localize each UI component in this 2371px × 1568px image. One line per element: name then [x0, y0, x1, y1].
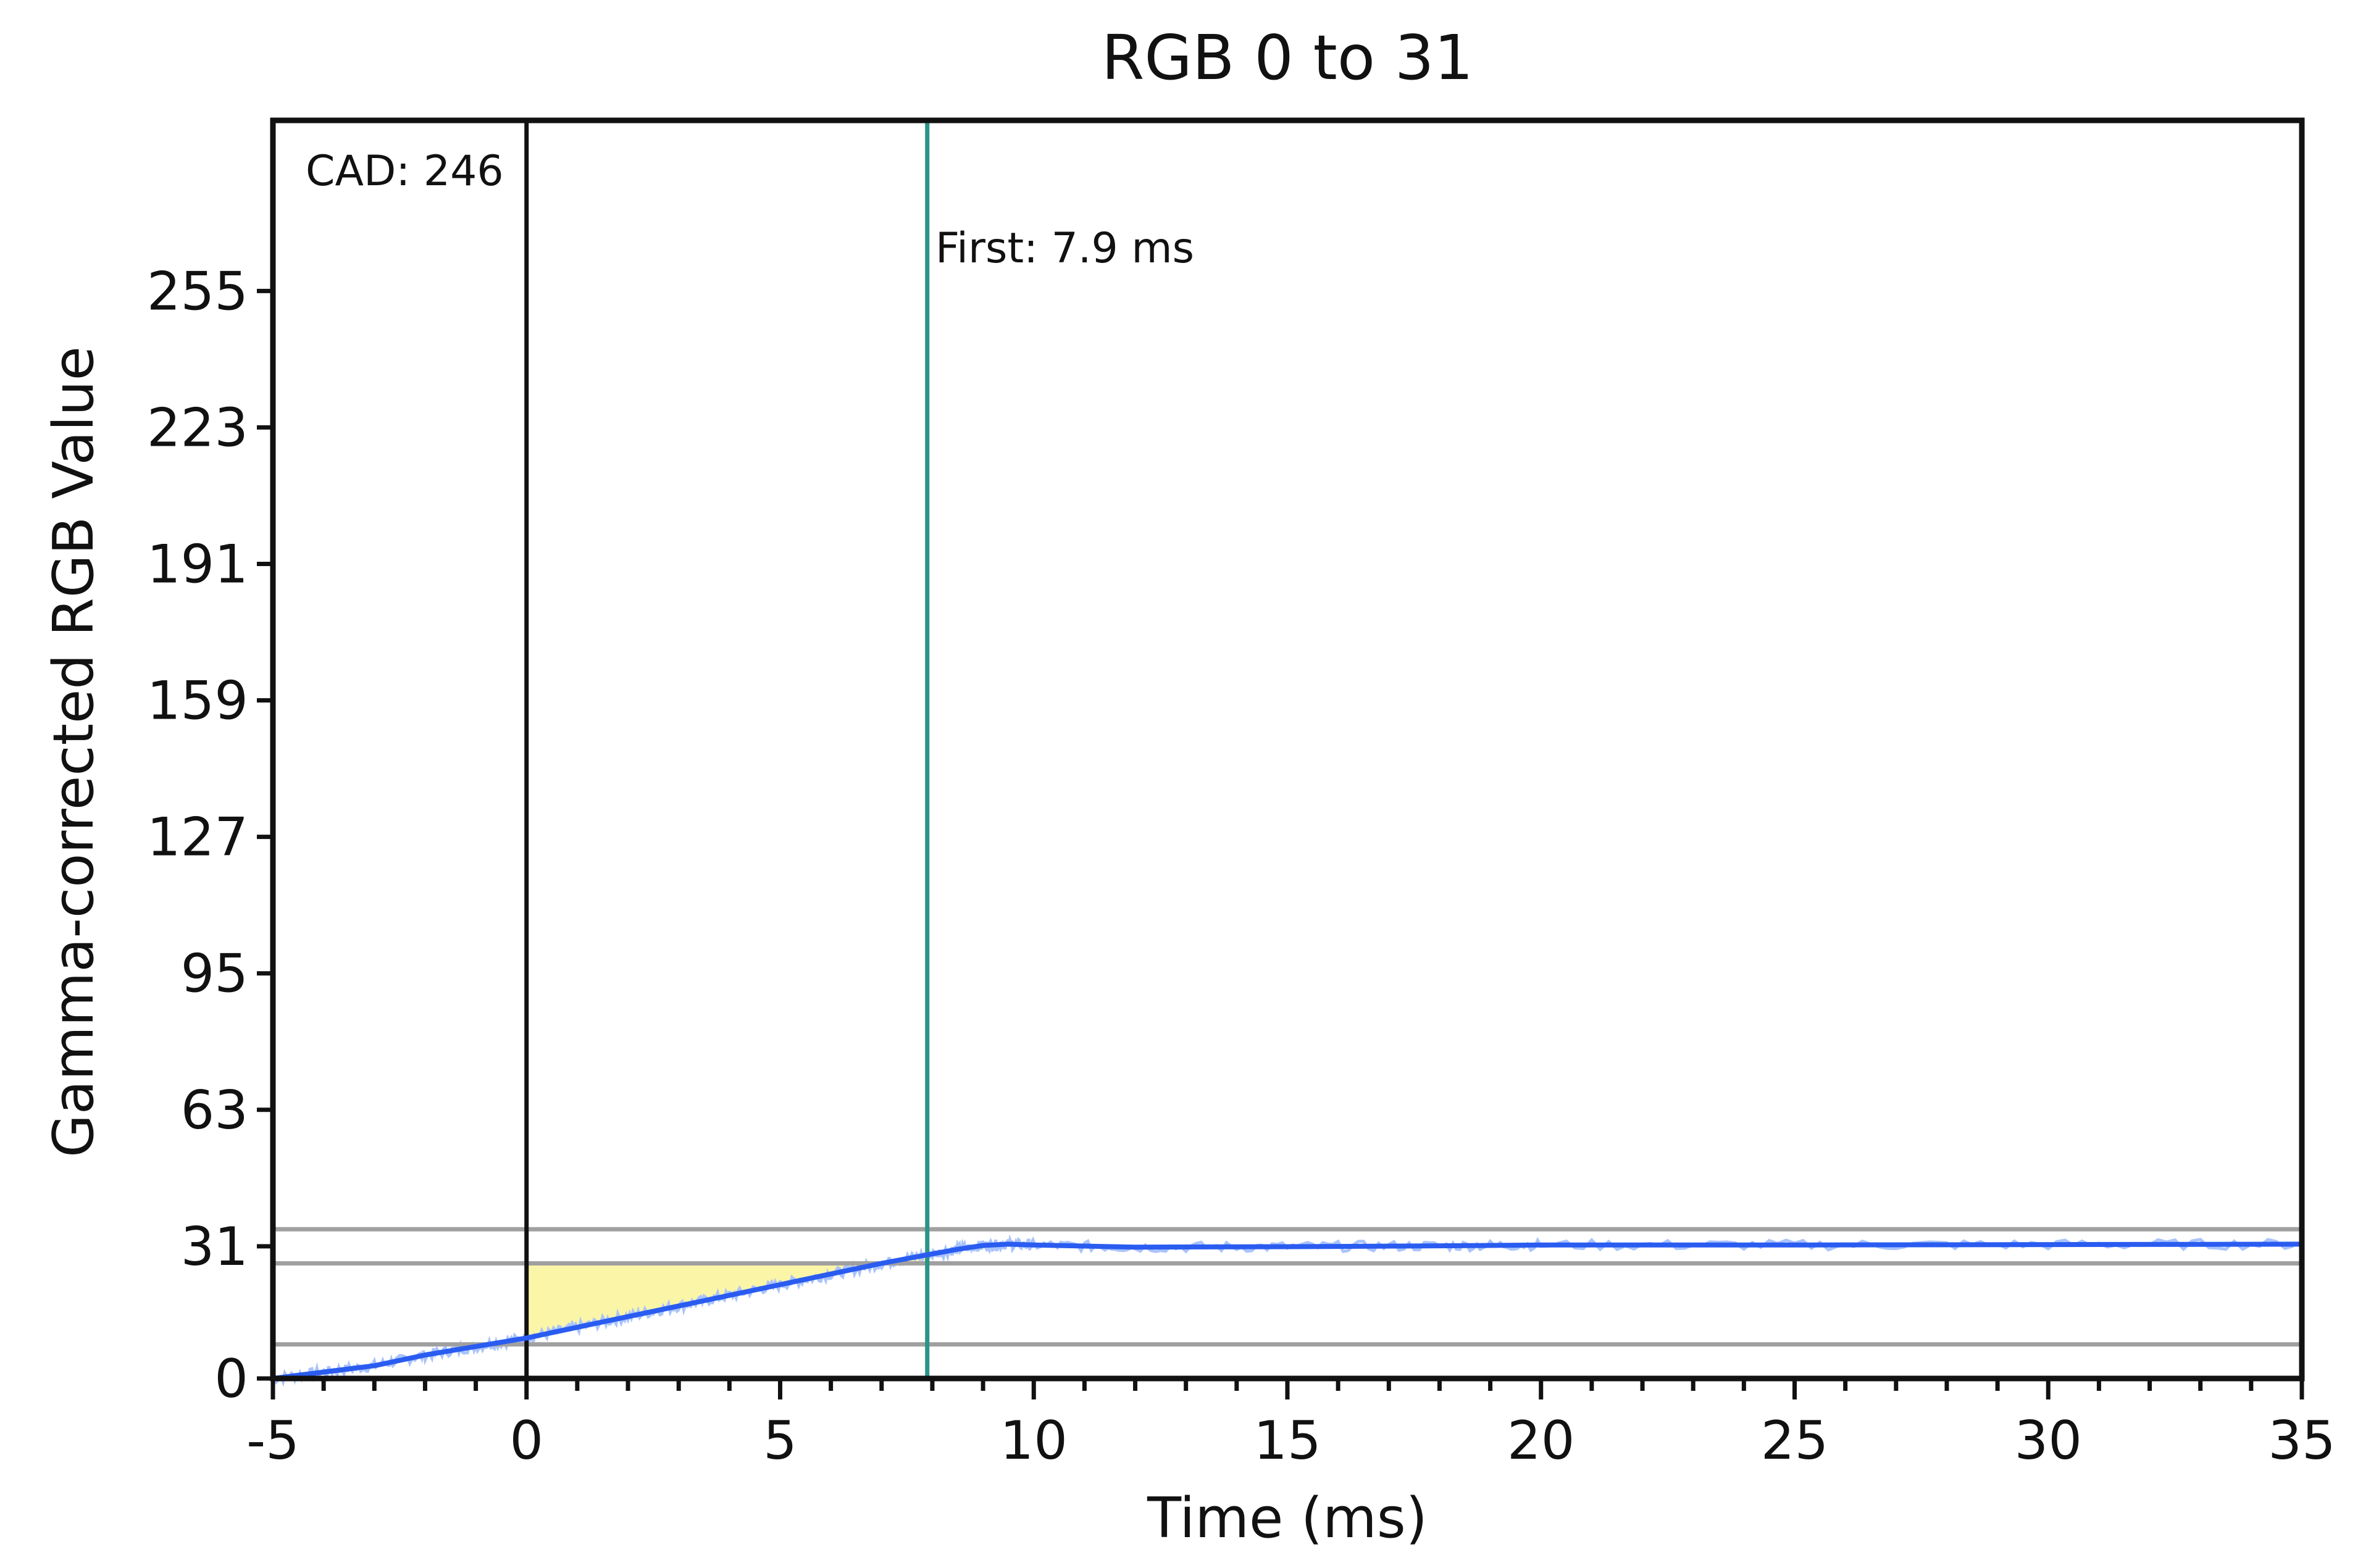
y-tick-label: 0 [214, 1348, 248, 1410]
vertical-reference-lines [524, 120, 930, 1378]
x-tick-label: 25 [1761, 1410, 1828, 1472]
x-tick-label: 20 [1507, 1410, 1574, 1472]
y-tick-label: 95 [181, 943, 248, 1005]
series-lines [270, 1241, 2304, 1381]
y-tick-label: 63 [181, 1080, 248, 1141]
x-axis-ticks: -5 0 5 10 15 20 25 30 35 [246, 1378, 2336, 1472]
x-tick-label: 5 [763, 1410, 797, 1472]
horizontal-reference-lines [273, 1227, 2302, 1347]
y-axis-ticks: 0 31 63 95 127 159 191 223 255 [147, 261, 273, 1410]
chart-title: RGB 0 to 31 [1102, 22, 1473, 94]
y-tick-label: 127 [147, 807, 248, 869]
x-axis-label: Time (ms) [1147, 1486, 1428, 1551]
series-line [270, 1241, 2304, 1381]
y-tick-label: 159 [147, 670, 248, 732]
cad-annotation: CAD: 246 [306, 147, 504, 196]
x-tick-label: 35 [2268, 1410, 2335, 1472]
y-tick-label: 191 [147, 533, 248, 595]
x-tick-label: 10 [1000, 1410, 1068, 1472]
x-tick-label: 30 [2015, 1410, 2082, 1472]
shaded-area [526, 1254, 927, 1338]
y-tick-label: 31 [181, 1216, 248, 1278]
first-annotation: First: 7.9 ms [935, 224, 1194, 273]
shaded-region [526, 1254, 927, 1338]
x-tick-label: 0 [509, 1410, 543, 1472]
plot-frame [270, 117, 2305, 1382]
y-tick-label: 223 [147, 397, 248, 459]
plot-border [270, 117, 2305, 1382]
y-tick-label: 255 [147, 261, 248, 322]
x-tick-label: 15 [1253, 1410, 1321, 1472]
y-axis-label: Gamma-corrected RGB Value [41, 346, 106, 1157]
x-tick-label: -5 [246, 1410, 299, 1472]
